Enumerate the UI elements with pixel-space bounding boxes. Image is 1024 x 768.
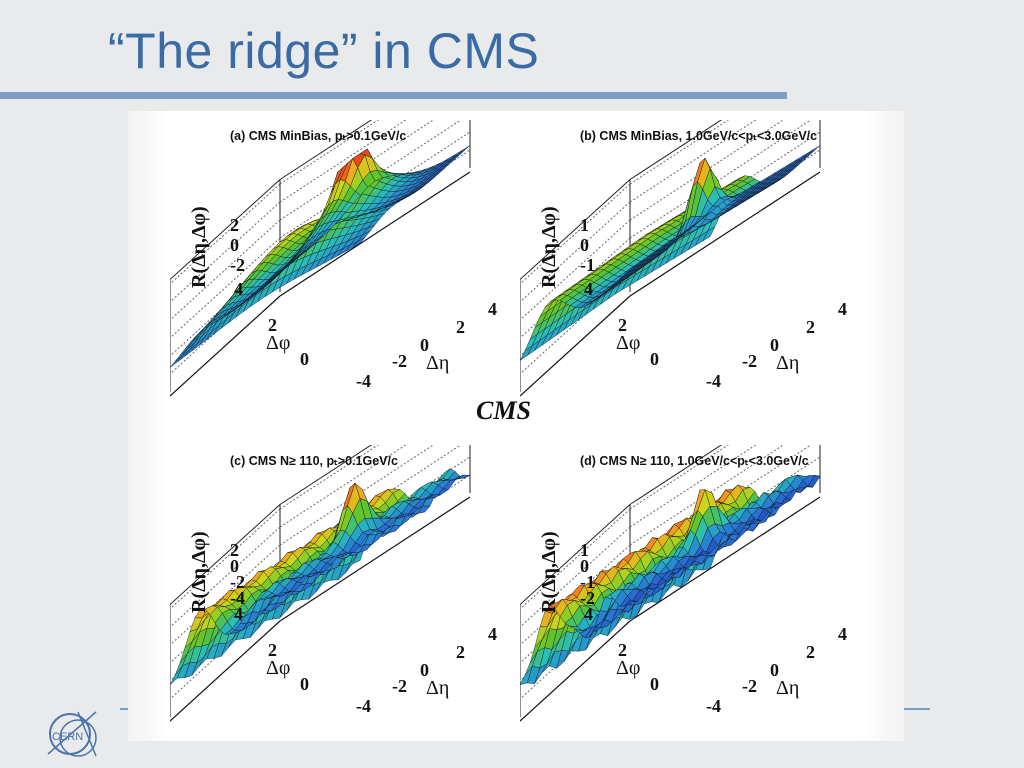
z-axis-label: R(Δη,Δφ) xyxy=(188,206,210,288)
phi-tick-label: 0 xyxy=(650,674,659,694)
plot-panel-c: (c) CMS N≥ 110, pₜ>0.1GeV/c R(Δη,Δφ) 2 0 -2-… xyxy=(170,445,530,745)
surface-plot-svg xyxy=(170,120,471,397)
surface-plot-svg xyxy=(520,120,821,397)
surface-mesh xyxy=(170,145,471,368)
phi-axis-label: Δφ xyxy=(266,657,291,679)
eta-tick-label: 2 xyxy=(456,642,465,662)
phi-tick-label: 2 xyxy=(268,315,277,335)
surface-mesh xyxy=(170,468,471,686)
z-tick-label: -2 xyxy=(230,572,245,592)
eta-tick-label: -2 xyxy=(742,351,757,371)
phi-tick-label: 0 xyxy=(300,674,309,694)
eta-tick-label: 2 xyxy=(456,317,465,337)
eta-axis-label: Δη xyxy=(776,677,800,699)
eta-tick-label: -2 xyxy=(742,676,757,696)
z-tick-label: 1 xyxy=(580,215,589,235)
eta-tick-label: 4 xyxy=(488,624,497,644)
z-tick-label: 0 xyxy=(230,235,239,255)
phi-tick-label: 4 xyxy=(584,604,593,624)
eta-axis-label: Δη xyxy=(426,677,450,699)
footer-line-right xyxy=(904,708,930,710)
figure-panel xyxy=(128,111,904,741)
phi-tick-label: 2 xyxy=(618,315,627,335)
phi-axis-label: Δφ xyxy=(616,657,641,679)
phi-tick-label: 2 xyxy=(618,640,627,660)
eta-tick-label: 0 xyxy=(420,660,429,680)
z-tick-label: -1 xyxy=(580,255,595,275)
eta-tick-label: 4 xyxy=(488,299,497,319)
z-tick-label: 2 xyxy=(230,215,239,235)
z-tick-label: 2 xyxy=(230,540,239,560)
panel-title: (a) CMS MinBias, pₜ>0.1GeV/c xyxy=(230,129,407,143)
surface-plot-svg xyxy=(520,445,821,722)
eta-tick-label: 0 xyxy=(420,335,429,355)
cms-mark: CMS xyxy=(476,396,531,425)
eta-tick-label: -2 xyxy=(392,351,407,371)
z-axis-label: R(Δη,Δφ) xyxy=(538,531,560,613)
phi-tick-label: 0 xyxy=(300,349,309,369)
plot-panel-d: (d) CMS N≥ 110, 1.0GeV/c<pₜ<3.0GeV/c R(Δη… xyxy=(520,445,880,745)
eta-tick-label: 0 xyxy=(770,660,779,680)
z-tick-label: -4 xyxy=(230,588,245,608)
z-axis-label: R(Δη,Δφ) xyxy=(538,206,560,288)
title-rule xyxy=(0,92,787,99)
eta-tick-label: 0 xyxy=(770,335,779,355)
cern-logo-icon: CERN xyxy=(47,711,97,757)
phi-tick-label: 2 xyxy=(268,640,277,660)
z-tick-label: 0 xyxy=(230,556,239,576)
svg-text:CERN: CERN xyxy=(52,731,83,743)
phi-tick-label: 4 xyxy=(234,604,243,624)
eta-axis-label: Δη xyxy=(426,352,450,374)
eta-tick-label: 2 xyxy=(806,317,815,337)
phi-axis-label: Δφ xyxy=(266,332,291,354)
eta-tick-label: -4 xyxy=(706,371,721,391)
z-tick-label: -2 xyxy=(230,255,245,275)
eta-tick-label: 4 xyxy=(838,624,847,644)
eta-tick-label: -4 xyxy=(356,371,371,391)
eta-axis-label: Δη xyxy=(776,352,800,374)
z-axis-label: R(Δη,Δφ) xyxy=(188,531,210,613)
figure-shade-right xyxy=(862,111,904,741)
surface-mesh xyxy=(520,474,821,685)
z-tick-label: 1 xyxy=(580,540,589,560)
phi-tick-label: 4 xyxy=(234,279,243,299)
panel-title: (c) CMS N≥ 110, pₜ>0.1GeV/c xyxy=(230,454,398,468)
figure-shade-left xyxy=(128,111,170,741)
phi-tick-label: 4 xyxy=(584,279,593,299)
z-tick-label: 0 xyxy=(580,235,589,255)
panel-title: (d) CMS N≥ 110, 1.0GeV/c<pₜ<3.0GeV/c xyxy=(580,454,809,468)
z-tick-label: -2 xyxy=(580,588,595,608)
eta-tick-label: -4 xyxy=(356,696,371,716)
surface-mesh xyxy=(520,145,821,361)
eta-tick-label: -2 xyxy=(392,676,407,696)
z-tick-label: 0 xyxy=(580,556,589,576)
surface-plot-svg xyxy=(170,445,471,722)
eta-tick-label: -4 xyxy=(706,696,721,716)
eta-tick-label: 4 xyxy=(838,299,847,319)
z-tick-label: -1 xyxy=(580,572,595,592)
plot-panel-a: (a) CMS MinBias, pₜ>0.1GeV/c R(Δη,Δφ) 2 0 -2… xyxy=(170,120,530,420)
panel-title: (b) CMS MinBias, 1.0GeV/c<pₜ<3.0GeV/c xyxy=(580,129,818,143)
eta-tick-label: 2 xyxy=(806,642,815,662)
plot-panel-b: (b) CMS MinBias, 1.0GeV/c<pₜ<3.0GeV/c R(Δ… xyxy=(520,120,880,420)
phi-tick-label: 0 xyxy=(650,349,659,369)
slide-title: “The ridge” in CMS xyxy=(108,23,540,79)
phi-axis-label: Δφ xyxy=(616,332,641,354)
